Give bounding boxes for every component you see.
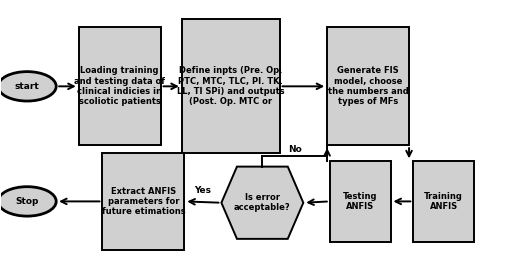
Text: Testing
ANFIS: Testing ANFIS	[343, 192, 377, 211]
Text: Stop: Stop	[15, 197, 39, 206]
FancyBboxPatch shape	[330, 161, 391, 242]
Text: start: start	[15, 82, 40, 91]
Polygon shape	[222, 167, 303, 239]
FancyBboxPatch shape	[182, 19, 279, 153]
Text: Training
ANFIS: Training ANFIS	[424, 192, 463, 211]
Text: Yes: Yes	[195, 186, 211, 195]
Text: Is error
acceptable?: Is error acceptable?	[234, 193, 290, 213]
FancyBboxPatch shape	[327, 27, 409, 145]
Circle shape	[0, 72, 56, 101]
Text: Loading training
and testing data of
clinical indicies in
scoliotic patients: Loading training and testing data of cli…	[74, 66, 165, 107]
Text: No: No	[288, 145, 302, 154]
FancyBboxPatch shape	[78, 27, 161, 145]
Text: Define inpts (Pre. Op.
PTC, MTC, TLC, PI. TK.
LL, TI SPi) and outputs
(Post. Op.: Define inpts (Pre. Op. PTC, MTC, TLC, PI…	[177, 66, 285, 107]
FancyBboxPatch shape	[413, 161, 474, 242]
Text: Generate FIS
model, choose
the numbers and
types of MFs: Generate FIS model, choose the numbers a…	[328, 66, 409, 107]
Text: Extract ANFIS
parameters for
future etimations: Extract ANFIS parameters for future etim…	[102, 186, 185, 216]
Circle shape	[0, 187, 56, 216]
FancyBboxPatch shape	[102, 153, 184, 250]
